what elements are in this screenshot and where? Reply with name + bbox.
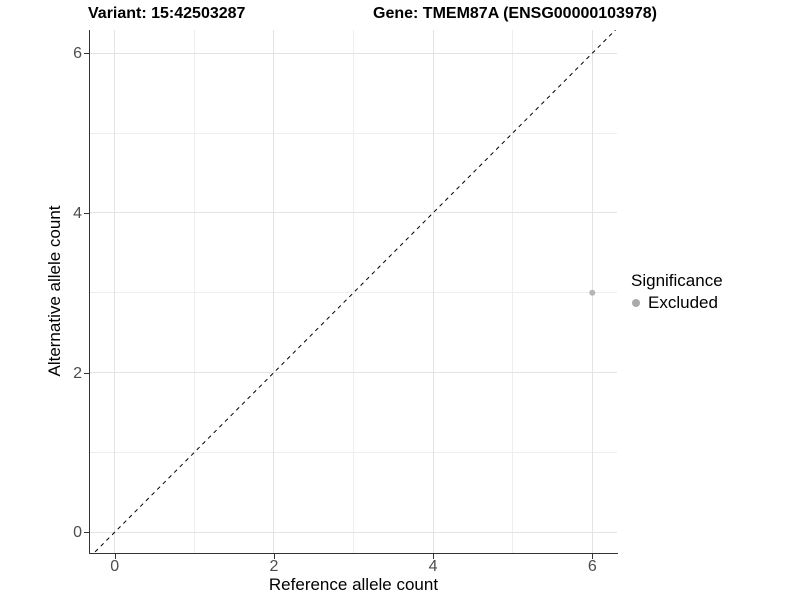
plot-panel [90,30,617,553]
gridline-minor-v [353,30,354,553]
x-tick-label: 6 [587,558,597,575]
y-tick-label: 0 [73,524,82,542]
gridline-major-v [273,30,275,553]
gridline-minor-v [512,30,514,553]
identity-reference-line [93,30,617,553]
gridline-minor-h [90,451,617,453]
x-tick-mark [433,554,435,559]
variant-title: Variant: 15:42503287 [88,5,246,22]
gridline-major-h [90,531,617,533]
y-tick-mark [84,532,89,534]
y-tick-mark [84,372,89,374]
legend-key-dot-icon [632,299,640,307]
x-tick-label: 2 [269,558,279,575]
y-tick-label: 6 [73,45,82,63]
x-axis-title: Reference allele count [268,575,439,594]
plot-layer [93,30,617,553]
y-tick-mark [84,53,89,55]
data-point [589,289,596,296]
gene-title: Gene: TMEM87A (ENSG00000103978) [373,5,657,22]
legend: Significance Excluded [631,271,723,313]
x-tick-label: 0 [110,558,120,575]
x-tick-mark [114,554,116,559]
legend-entry-label: Excluded [648,293,718,312]
y-tick-label: 2 [73,364,82,382]
y-axis-line [89,30,90,554]
gridline-major-v [432,30,434,553]
legend-title: Significance [631,271,723,290]
x-tick-mark [273,554,275,559]
x-tick-label: 4 [428,558,438,575]
gridline-major-v [114,30,116,553]
gridline-major-h [90,52,617,54]
legend-entry-excluded: Excluded [631,293,723,313]
y-tick-mark [84,212,89,214]
y-axis-title: Alternative allele count [45,205,64,377]
x-tick-mark [592,554,594,559]
gridline-minor-h [90,292,617,294]
gridline-minor-h [90,132,617,134]
x-axis-line [89,553,618,554]
y-tick-label: 4 [73,204,82,222]
gridline-minor-v [193,30,195,553]
gridline-major-h [90,212,617,214]
gridline-major-h [90,372,617,374]
